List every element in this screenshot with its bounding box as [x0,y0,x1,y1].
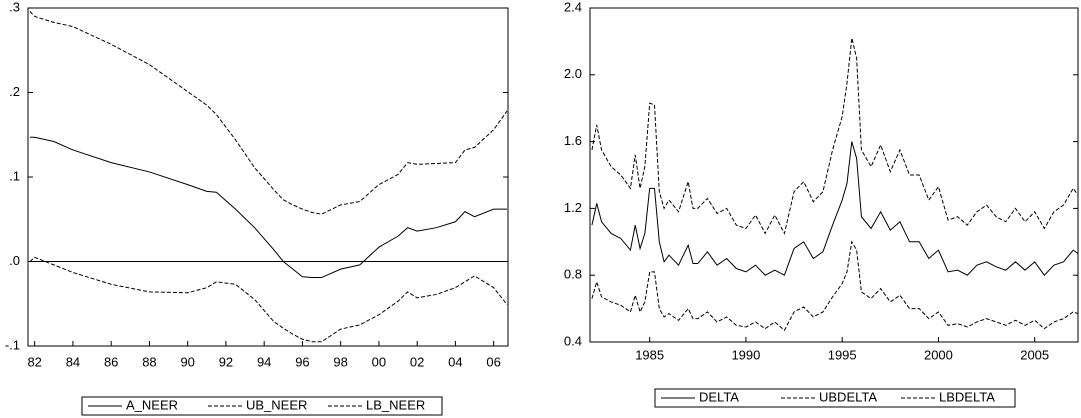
plot-frame [27,7,509,347]
x-tick-label: 1995 [828,347,857,362]
plot-frame [589,7,1079,343]
legend-label: DELTA [699,389,739,404]
legend-box [654,388,1016,408]
legend-label: UB_NEER [246,397,307,412]
legend-label: LB_NEER [366,397,425,412]
y-tick-label: -.1 [5,337,20,352]
series-line [29,136,508,279]
x-tick-label: 1985 [635,347,664,362]
x-tick-label: 02 [410,354,424,369]
series-line [591,240,1079,332]
y-tick-label: .2 [9,84,20,99]
y-tick-label: 2.0 [564,66,582,81]
x-tick-label: 96 [295,354,309,369]
x-tick-label: 06 [486,354,500,369]
legend-label: A_NEER [126,397,178,412]
x-tick-label: 00 [372,354,386,369]
x-tick-label: 90 [180,354,194,369]
y-tick-label: 1.2 [564,200,582,215]
x-tick-label: 82 [27,354,41,369]
y-tick-label: 0.4 [564,333,582,348]
y-tick-label: 2.4 [564,0,582,14]
x-tick-label: 2005 [1020,347,1049,362]
series-line [29,256,508,343]
x-tick-label: 94 [257,354,271,369]
x-tick-label: 98 [333,354,347,369]
x-tick-label: 04 [448,354,462,369]
series-line [591,37,1079,235]
y-tick-label: 1.6 [564,133,582,148]
legend-box [81,396,443,416]
x-tick-label: 88 [142,354,156,369]
legend-label: LBDELTA [939,389,995,404]
series-line [591,141,1079,276]
y-tick-label: .3 [9,0,20,14]
x-tick-label: 2000 [924,347,953,362]
legend-label: UBDELTA [819,389,877,404]
x-tick-label: 86 [104,354,118,369]
series-line [29,11,508,215]
x-tick-label: 92 [219,354,233,369]
y-tick-label: .1 [9,168,20,183]
y-tick-label: .0 [9,253,20,268]
x-tick-label: 1990 [731,347,760,362]
y-tick-label: 0.8 [564,267,582,282]
x-tick-label: 84 [66,354,80,369]
